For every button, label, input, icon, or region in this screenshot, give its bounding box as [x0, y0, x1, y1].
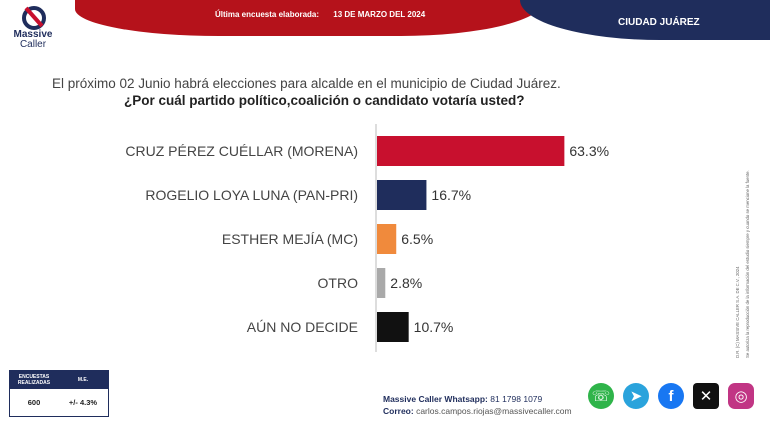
question-main: ¿Por cuál partido político,coalición o c… — [124, 93, 525, 108]
copyright-line1: D.R. (C) MASSIVE CALLER S.A. DE C.V., 20… — [735, 266, 740, 358]
city-banner: CIUDAD JUÁREZ — [520, 0, 770, 40]
category-label: ESTHER MEJÍA (MC) — [222, 231, 358, 247]
email-address[interactable]: carlos.campos.riojas@massivecaller.com — [416, 406, 572, 416]
email-label: Correo: — [383, 406, 414, 416]
bar — [377, 180, 427, 210]
last-survey-text: Última encuesta elaborada: 13 DE MARZO D… — [215, 10, 425, 19]
category-label: OTRO — [318, 275, 359, 291]
city-name: CIUDAD JUÁREZ — [618, 17, 700, 28]
bar-chart: CRUZ PÉREZ CUÉLLAR (MORENA) 63.3% ROGELIO … — [125, 124, 609, 352]
email-line: Correo: carlos.campos.riojas@massivecall… — [383, 405, 572, 417]
whatsapp-line: Massive Caller Whatsapp: 81 1798 1079 — [383, 393, 572, 405]
telegram-icon[interactable]: ➤ — [623, 383, 649, 409]
value-label: 10.7% — [414, 319, 454, 335]
value-label: 63.3% — [569, 143, 609, 159]
stats-values: 600 +/- 4.3% — [10, 389, 108, 416]
question-intro: El próximo 02 Junio habrá elecciones par… — [52, 76, 561, 91]
bar — [377, 136, 565, 166]
top-banner: Última encuesta elaborada: 13 DE MARZO D… — [75, 0, 545, 36]
whatsapp-number: 81 1798 1079 — [490, 394, 543, 404]
bar — [377, 312, 409, 342]
margin-value: +/- 4.3% — [68, 398, 98, 407]
surveys-value: 600 — [27, 398, 41, 407]
copyright-note: D.R. (C) MASSIVE CALLER S.A. DE C.V., 20… — [729, 80, 757, 360]
massive-caller-logo-icon — [22, 6, 46, 30]
last-survey-date: 13 DE MARZO DEL 2024 — [333, 10, 426, 19]
x-icon[interactable]: ✕ — [693, 383, 719, 409]
bar — [377, 224, 397, 254]
value-label: 2.8% — [390, 275, 422, 291]
brand-line2: Caller — [19, 39, 47, 50]
facebook-icon[interactable]: f — [658, 383, 684, 409]
whatsapp-icon[interactable]: ☏ — [588, 383, 614, 409]
last-survey-label: Última encuesta elaborada: — [215, 10, 320, 19]
category-label: CRUZ PÉREZ CUÉLLAR (MORENA) — [125, 143, 358, 159]
bar — [377, 268, 386, 298]
value-label: 6.5% — [401, 231, 433, 247]
survey-stats-box: ENCUESTAS REALIZADAS M.E. 600 +/- 4.3% — [9, 370, 109, 417]
social-links: ☏ ➤ f ✕ ◎ — [588, 383, 763, 409]
stats-header: ENCUESTAS REALIZADAS M.E. — [10, 371, 108, 389]
instagram-icon[interactable]: ◎ — [728, 383, 754, 409]
category-label: ROGELIO LOYA LUNA (PAN-PRI) — [145, 187, 358, 203]
contact-info: Massive Caller Whatsapp: 81 1798 1079 Co… — [383, 393, 572, 417]
value-label: 16.7% — [431, 187, 471, 203]
margin-header: M.E. — [77, 377, 89, 383]
surveys-header: ENCUESTAS REALIZADAS — [17, 374, 51, 386]
brand-name: Massive Caller — [8, 30, 58, 50]
copyright-line2: Se autoriza la reproducción de la inform… — [745, 170, 750, 358]
brand-line1: Massive — [13, 29, 53, 40]
whatsapp-label: Massive Caller Whatsapp: — [383, 394, 488, 404]
category-label: AÚN NO DECIDE — [247, 319, 358, 335]
